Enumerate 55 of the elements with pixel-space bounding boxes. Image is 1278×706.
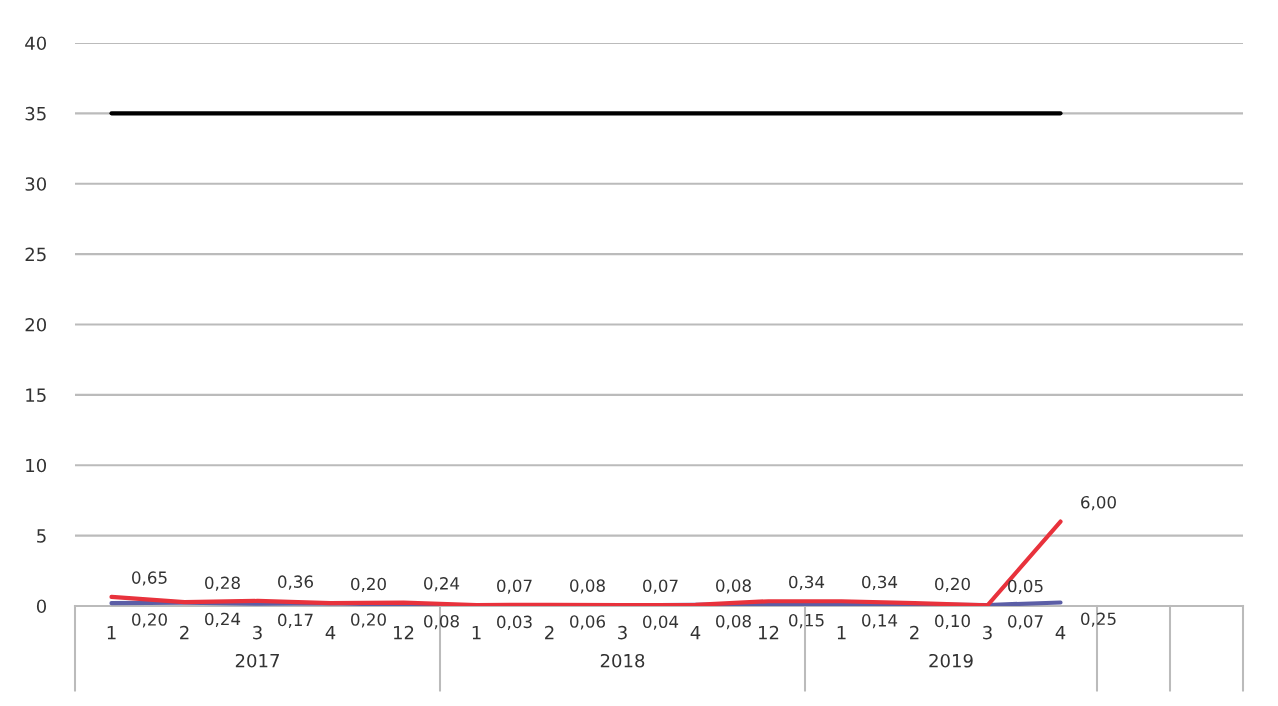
y-tick-label: 35 <box>25 106 46 121</box>
data-label: 0,07 <box>643 579 678 594</box>
data-label: 0,25 <box>1081 612 1116 627</box>
x-tick-label: 2 <box>910 625 919 640</box>
text: 2018 <box>600 653 645 668</box>
x-tick-label: 3 <box>253 625 262 640</box>
line-series <box>109 519 1063 606</box>
data-label: 0,20 <box>132 613 167 628</box>
data-label: 0,08 <box>716 579 751 594</box>
data-label: 0,07 <box>1008 615 1043 630</box>
x-tick-label: 12 <box>759 625 779 640</box>
data-label: 0,05 <box>1008 579 1043 595</box>
data-label: 0,15 <box>789 613 824 629</box>
data-label: 0,06 <box>570 615 605 630</box>
data-label: 0,28 <box>205 576 240 591</box>
x-tick-label: 3 <box>983 625 992 640</box>
x-tick-label: 4 <box>325 626 336 640</box>
data-label: 0,14 <box>862 614 898 629</box>
x-tick-label: 3 <box>618 625 627 640</box>
x-tick-label: 1 <box>107 626 116 640</box>
x-tick-label: 4 <box>690 626 701 640</box>
x-tick-label: 1 <box>472 626 481 640</box>
data-label: 0,65 <box>132 571 167 586</box>
x-tick-label: 4 <box>1055 626 1066 640</box>
data-label: 0,36 <box>278 575 313 590</box>
data-label: 0,04 <box>643 615 679 630</box>
data-label: 0,08 <box>716 614 751 630</box>
x-tick-label: 1 <box>837 626 846 640</box>
y-tick-label: 20 <box>25 317 47 332</box>
data-label: 0,10 <box>935 614 970 629</box>
x-tick-label: 12 <box>394 625 414 640</box>
y-tick-label: 5 <box>37 529 46 543</box>
y-tick-label: 10 <box>26 458 47 473</box>
data-label: 0,20 <box>935 577 970 592</box>
y-tick-label: 40 <box>25 36 47 51</box>
x-tick-label: 2 <box>545 625 554 640</box>
data-label: 0,08 <box>424 614 459 630</box>
data-label: 0,24 <box>424 577 460 592</box>
text: 2019 <box>929 653 973 668</box>
y-tick-label: 15 <box>26 388 46 402</box>
data-label: 0,07 <box>497 579 532 594</box>
data-label: 0,20 <box>351 577 386 592</box>
data-label: 0,34 <box>862 575 898 590</box>
data-label: 0,08 <box>570 579 605 594</box>
data-label: 0,20 <box>351 613 386 628</box>
y-tick-label: 30 <box>25 177 47 191</box>
data-label: 0,03 <box>497 615 532 630</box>
data-label: 0,17 <box>278 613 313 628</box>
y-tick-label: 25 <box>25 247 46 262</box>
text: 2017 <box>235 653 279 668</box>
data-label: 6,00 <box>1081 495 1116 511</box>
x-tick-label: 2 <box>180 625 189 640</box>
y-tick-label: 0 <box>36 599 47 614</box>
data-label: 0,34 <box>789 575 825 590</box>
data-label: 0,24 <box>205 612 241 627</box>
